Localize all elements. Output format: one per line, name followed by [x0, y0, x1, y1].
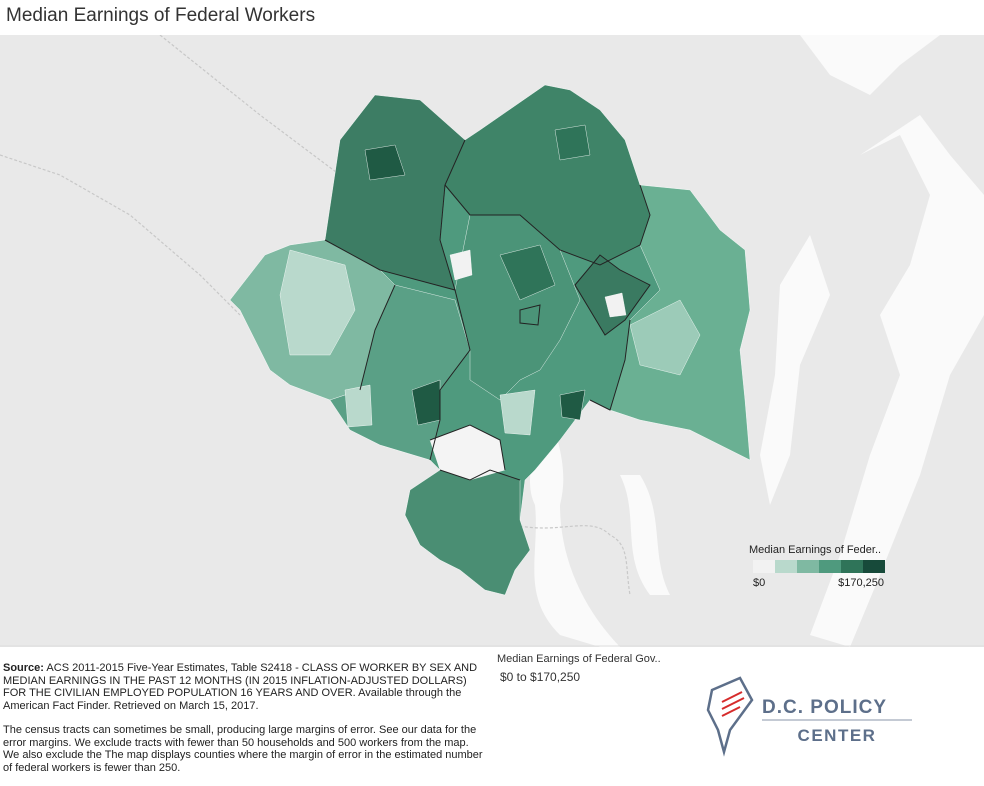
- source-block: Source: ACS 2011-2015 Five-Year Estimate…: [3, 662, 488, 786]
- source-text: ACS 2011-2015 Five-Year Estimates, Table…: [3, 662, 478, 712]
- logo-line1: D.C. POLICY: [762, 697, 887, 718]
- map-legend: Median Earnings of Feder.. $0 $170,250: [749, 544, 885, 589]
- page-title: Median Earnings of Federal Workers: [6, 5, 316, 26]
- legend-swatch: [841, 560, 863, 573]
- source-note: The census tracts can sometimes be small…: [3, 724, 483, 774]
- source-paragraph: Source: ACS 2011-2015 Five-Year Estimate…: [3, 662, 488, 712]
- legend-swatch: [863, 560, 885, 573]
- state-border: [0, 35, 631, 596]
- legend-swatch: [775, 560, 797, 573]
- legend-title: Median Earnings of Feder..: [749, 544, 881, 556]
- legend-max: $170,250: [838, 577, 884, 589]
- counties: [229, 84, 751, 596]
- legend-swatch: [797, 560, 819, 573]
- map: Median Earnings of Feder.. $0 $170,250: [0, 35, 984, 647]
- logo-icon: [706, 676, 754, 757]
- legend-swatch: [819, 560, 841, 573]
- logo: D.C. POLICY CENTER: [706, 676, 912, 757]
- filter-title: Median Earnings of Federal Gov..: [497, 653, 661, 665]
- county-borders: [324, 139, 651, 481]
- filter-range[interactable]: $0 to $170,250: [500, 670, 581, 684]
- source-label: Source:: [3, 662, 44, 674]
- legend-swatch: [753, 560, 775, 573]
- water: [530, 35, 984, 647]
- logo-line2: CENTER: [798, 726, 877, 745]
- legend-min: $0: [753, 577, 765, 589]
